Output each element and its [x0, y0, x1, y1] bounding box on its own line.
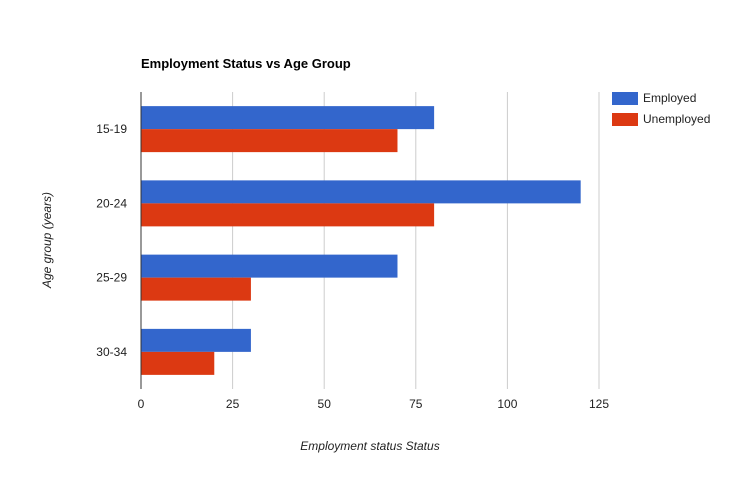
- legend-swatch-unemployed: [612, 113, 638, 126]
- y-axis-label: Age group (years): [40, 192, 54, 289]
- x-tick-label: 75: [409, 397, 423, 411]
- x-tick-label: 125: [589, 397, 609, 411]
- bar-employed-15-19: [141, 106, 435, 130]
- legend-label-employed: Employed: [643, 91, 696, 105]
- x-tick-label: 50: [318, 397, 332, 411]
- bar-unemployed-30-34: [141, 351, 215, 375]
- bar-employed-25-29: [141, 254, 398, 278]
- category-label: 20-24: [96, 196, 127, 210]
- x-axis-label: Employment status Status: [300, 439, 439, 453]
- x-tick-label: 25: [226, 397, 240, 411]
- legend-swatch-employed: [612, 92, 638, 105]
- legend-label-unemployed: Unemployed: [643, 112, 710, 126]
- bar-employed-30-34: [141, 328, 251, 352]
- category-label: 15-19: [96, 122, 127, 136]
- category-labels: 15-19 20-24 25-29 30-34: [96, 122, 127, 359]
- category-label: 30-34: [96, 345, 127, 359]
- bars: [141, 106, 581, 375]
- x-tick-label: 0: [138, 397, 145, 411]
- x-tick-labels: 0 25 50 75 100 125: [138, 397, 610, 411]
- bar-employed-20-24: [141, 180, 581, 204]
- bar-unemployed-15-19: [141, 129, 398, 153]
- x-tick-label: 100: [497, 397, 517, 411]
- legend: Employed Unemployed: [612, 91, 710, 126]
- category-label: 25-29: [96, 271, 127, 285]
- bar-unemployed-25-29: [141, 277, 251, 301]
- chart-title: Employment Status vs Age Group: [141, 56, 351, 71]
- bar-unemployed-20-24: [141, 203, 435, 227]
